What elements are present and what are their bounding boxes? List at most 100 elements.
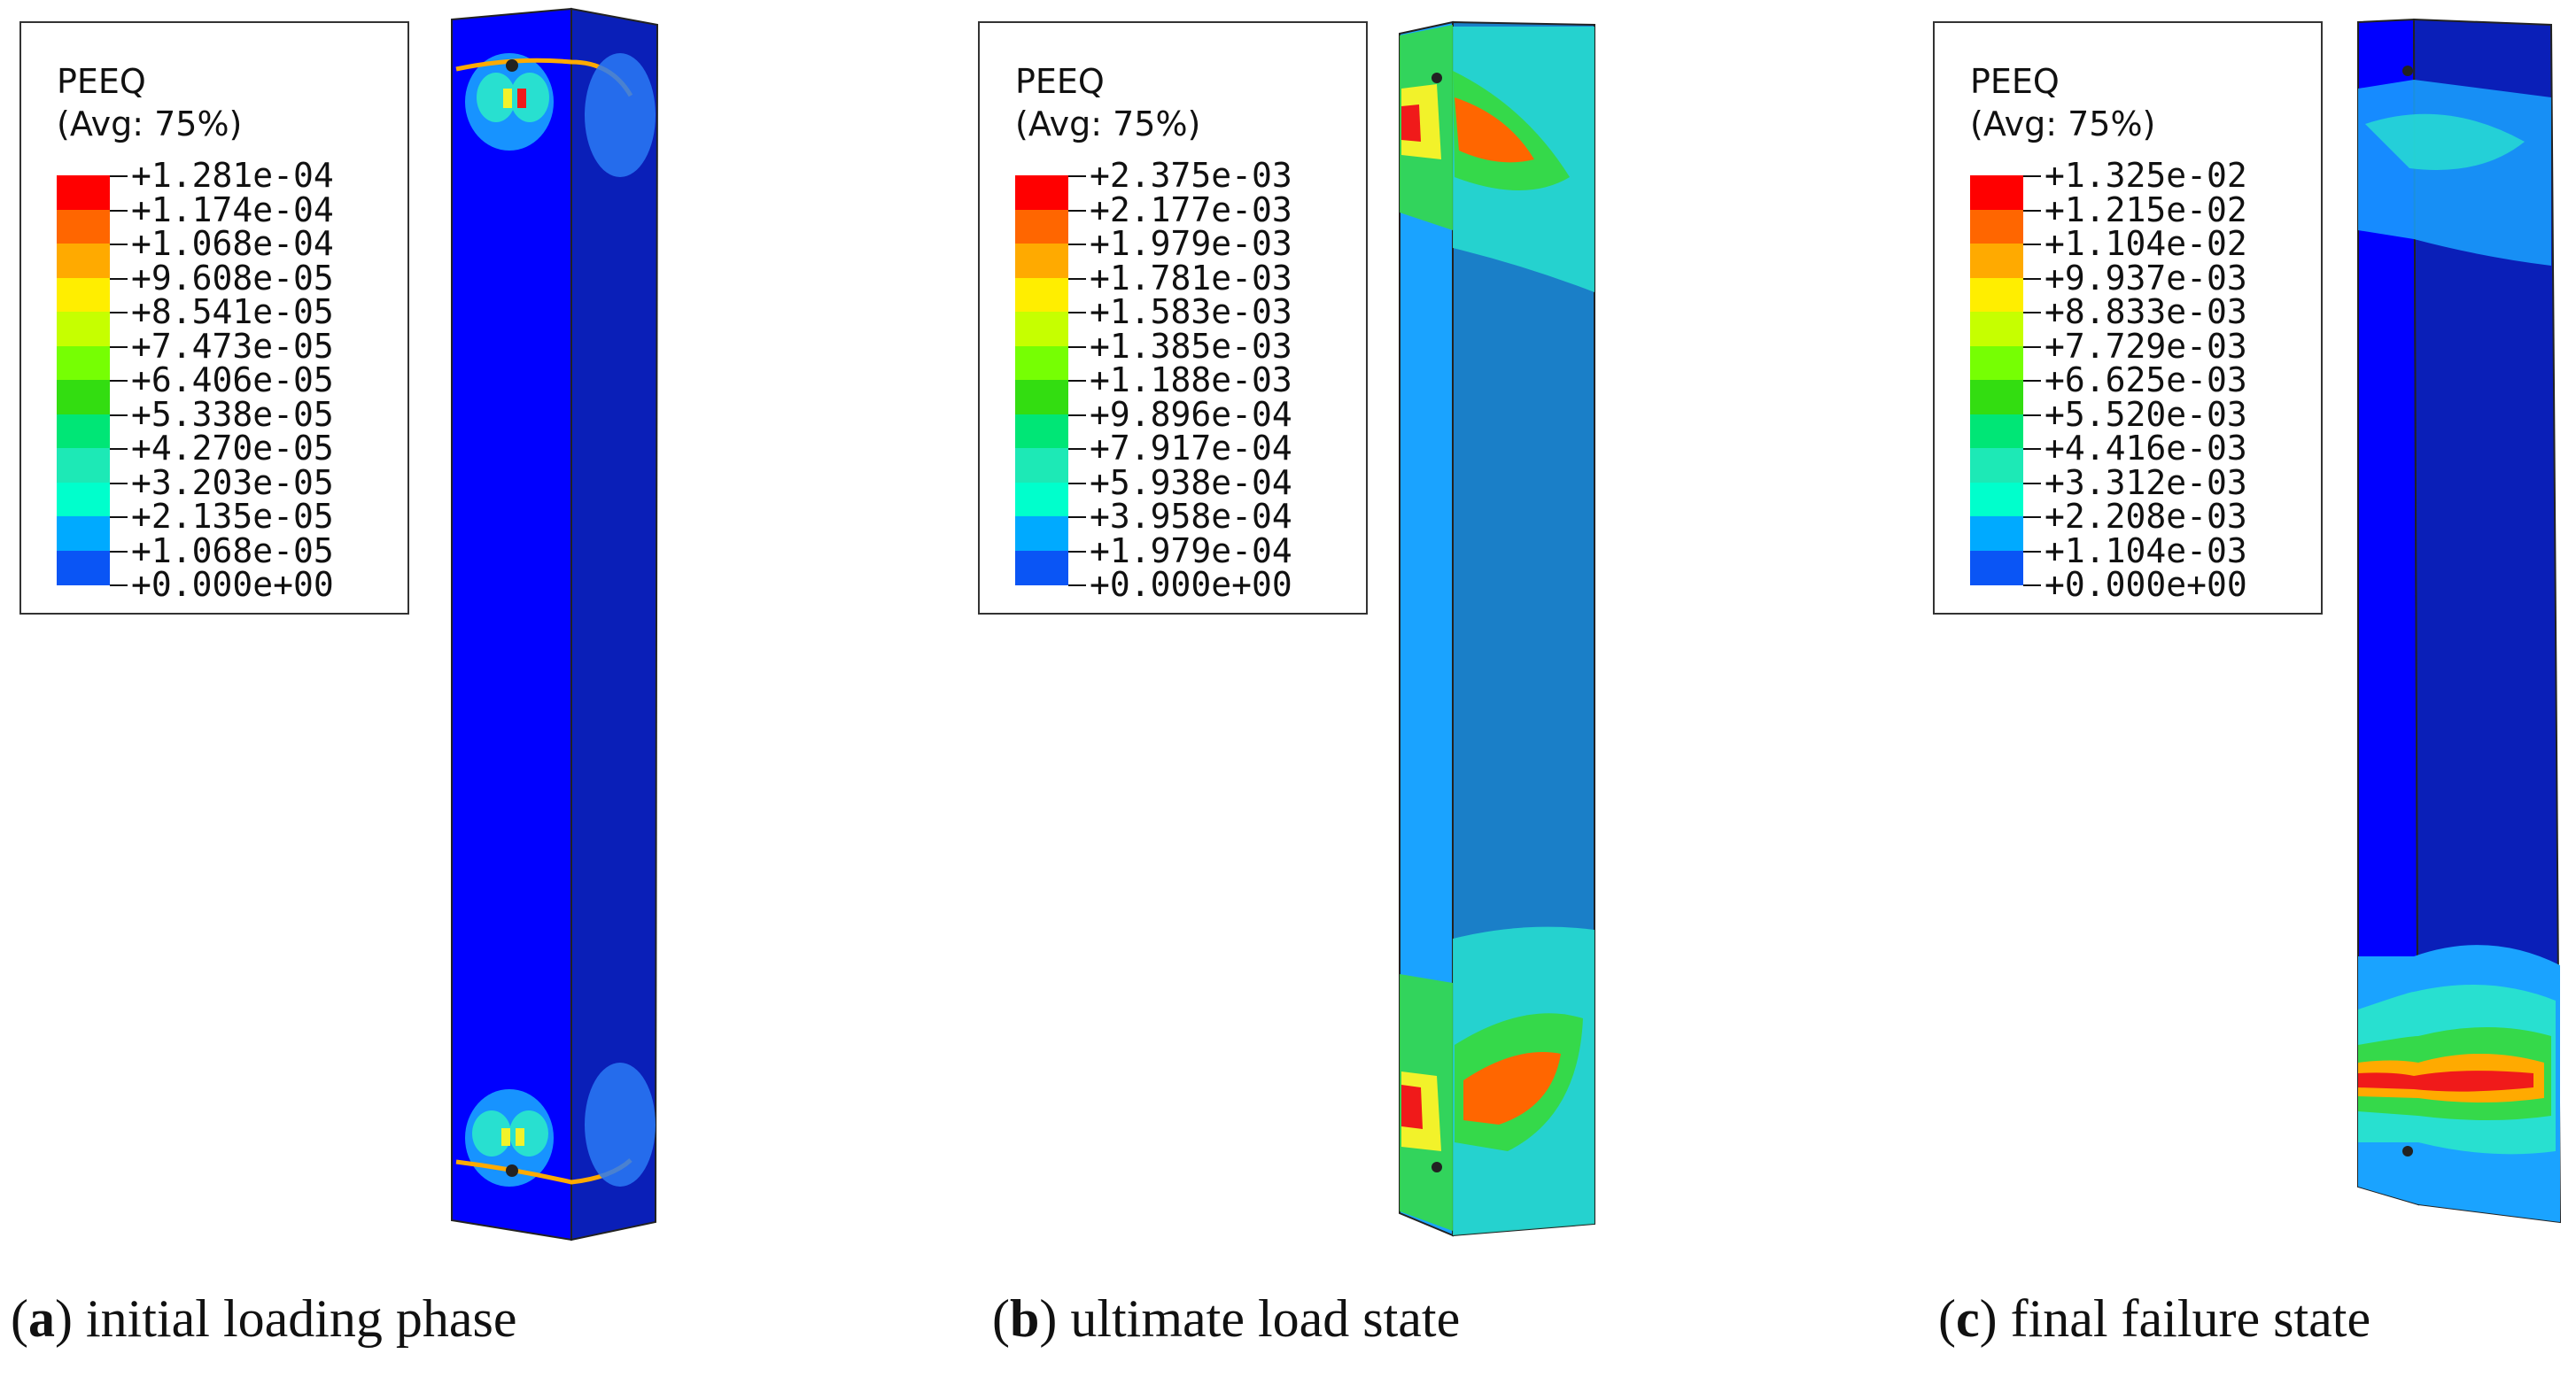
legend-tick <box>2023 345 2041 348</box>
legend-level-label: +1.068e-04 <box>131 224 334 263</box>
legend-tick <box>1068 209 1086 212</box>
column-model-a <box>451 7 659 1242</box>
legend-tick <box>2023 244 2041 245</box>
legend-swatch <box>1015 550 1068 585</box>
legend-level-label: +3.312e-03 <box>2045 462 2247 502</box>
legend-subtitle: (Avg: 75%) <box>1970 104 2156 143</box>
legend-swatch <box>1970 380 2023 415</box>
legend-tick <box>1068 175 1086 177</box>
legend-level-label: +0.000e+00 <box>131 565 334 604</box>
legend-level-label: +1.068e-05 <box>131 530 334 570</box>
legend-swatch <box>1970 448 2023 483</box>
caption-b: (b) ultimate load state <box>992 1289 1461 1348</box>
legend-swatch <box>57 380 110 415</box>
legend-level-label: +7.473e-05 <box>131 326 334 366</box>
bolt-top <box>1432 73 1442 83</box>
legend-level-label: +8.833e-03 <box>2045 292 2247 331</box>
legend-subtitle: (Avg: 75%) <box>1015 104 1201 143</box>
legend-swatch <box>57 516 110 552</box>
legend-tick <box>110 414 128 416</box>
legend-level-label: +1.281e-04 <box>131 156 334 195</box>
legend-tick <box>110 380 128 382</box>
legend-level-label: +9.896e-04 <box>1090 394 1292 434</box>
peeq-legend: PEEQ (Avg: 75%) +1.325e-02 +1.215e-02 +1.1… <box>1933 21 2323 615</box>
legend-tick <box>2023 312 2041 313</box>
column-model-c <box>2357 18 2562 1224</box>
legend-swatch <box>57 414 110 449</box>
legend-level-label: +7.917e-04 <box>1090 429 1292 468</box>
legend-swatch <box>57 345 110 381</box>
legend-swatch <box>1015 209 1068 244</box>
bolt-top <box>506 59 518 72</box>
peeq-legend: PEEQ (Avg: 75%) +2.375e-03 +2.177e-03 +1.9… <box>978 21 1368 615</box>
legend-tick <box>2023 482 2041 484</box>
bolt-top <box>2402 66 2413 76</box>
legend-level-label: +0.000e+00 <box>1090 565 1292 604</box>
bolt-bottom <box>506 1164 518 1177</box>
legend-swatch <box>1970 277 2023 313</box>
legend-level-label: +1.174e-04 <box>131 190 334 229</box>
legend-level-label: +2.135e-05 <box>131 497 334 536</box>
caption-a: (a) initial loading phase <box>11 1289 517 1348</box>
legend-level-label: +9.608e-05 <box>131 258 334 298</box>
legend-level-label: +0.000e+00 <box>2045 565 2247 604</box>
legend-tick <box>1068 550 1086 553</box>
legend-tick <box>1068 482 1086 484</box>
legend-tick <box>110 448 128 450</box>
legend-level-label: +1.188e-03 <box>1090 360 1292 399</box>
legend-level-label: +9.937e-03 <box>2045 258 2247 298</box>
legend-swatch <box>1015 345 1068 381</box>
legend-level-label: +5.520e-03 <box>2045 394 2247 434</box>
legend-tick <box>1068 448 1086 450</box>
legend-tick <box>2023 414 2041 416</box>
legend-level-label: +8.541e-05 <box>131 292 334 331</box>
legend-swatch <box>1970 414 2023 449</box>
legend-level-label: +1.979e-03 <box>1090 224 1292 263</box>
legend-tick <box>1068 244 1086 245</box>
legend-swatch <box>57 482 110 517</box>
legend-swatch <box>1015 380 1068 415</box>
legend-swatch <box>57 550 110 585</box>
legend-level-label: +1.979e-04 <box>1090 530 1292 570</box>
legend-level-label: +2.177e-03 <box>1090 190 1292 229</box>
legend-tick <box>1068 345 1086 348</box>
legend-level-label: +1.325e-02 <box>2045 156 2247 195</box>
legend-level-label: +1.104e-03 <box>2045 530 2247 570</box>
legend-swatch <box>1970 244 2023 279</box>
bolt-bottom <box>2402 1146 2413 1157</box>
panel-ultimate-load: PEEQ (Avg: 75%) +2.375e-03 +2.177e-03 +1.9… <box>958 0 1817 1377</box>
legend-level-label: +2.375e-03 <box>1090 156 1292 195</box>
legend-tick <box>110 550 128 553</box>
legend-tick <box>2023 584 2041 586</box>
legend-level-label: +5.938e-04 <box>1090 462 1292 502</box>
legend-tick <box>110 175 128 177</box>
plastic-zone-top-core <box>477 73 516 122</box>
legend-swatch <box>57 175 110 211</box>
legend-tick <box>2023 448 2041 450</box>
legend-swatch <box>57 209 110 244</box>
legend-tick <box>2023 516 2041 518</box>
legend-title: PEEQ <box>1015 62 1105 101</box>
legend-swatch <box>1970 209 2023 244</box>
legend-swatch <box>1015 175 1068 211</box>
legend-swatch <box>1015 414 1068 449</box>
legend-swatch <box>1970 312 2023 347</box>
legend-swatch <box>1015 277 1068 313</box>
legend-level-label: +5.338e-05 <box>131 394 334 434</box>
legend-level-label: +3.958e-04 <box>1090 497 1292 536</box>
legend-level-label: +1.215e-02 <box>2045 190 2247 229</box>
legend-swatch <box>1970 175 2023 211</box>
legend-tick <box>1068 380 1086 382</box>
legend-swatch <box>57 244 110 279</box>
legend-tick <box>110 244 128 245</box>
legend-swatch <box>1970 345 2023 381</box>
column-side-face <box>570 7 659 1242</box>
legend-subtitle: (Avg: 75%) <box>57 104 243 143</box>
legend-swatch <box>1015 244 1068 279</box>
legend-swatch <box>1970 550 2023 585</box>
legend-tick <box>110 516 128 518</box>
legend-tick <box>2023 277 2041 280</box>
panel-final-failure: PEEQ (Avg: 75%) +1.325e-02 +1.215e-02 +1.1… <box>1913 0 2576 1377</box>
legend-title: PEEQ <box>57 62 146 101</box>
legend-tick <box>1068 516 1086 518</box>
